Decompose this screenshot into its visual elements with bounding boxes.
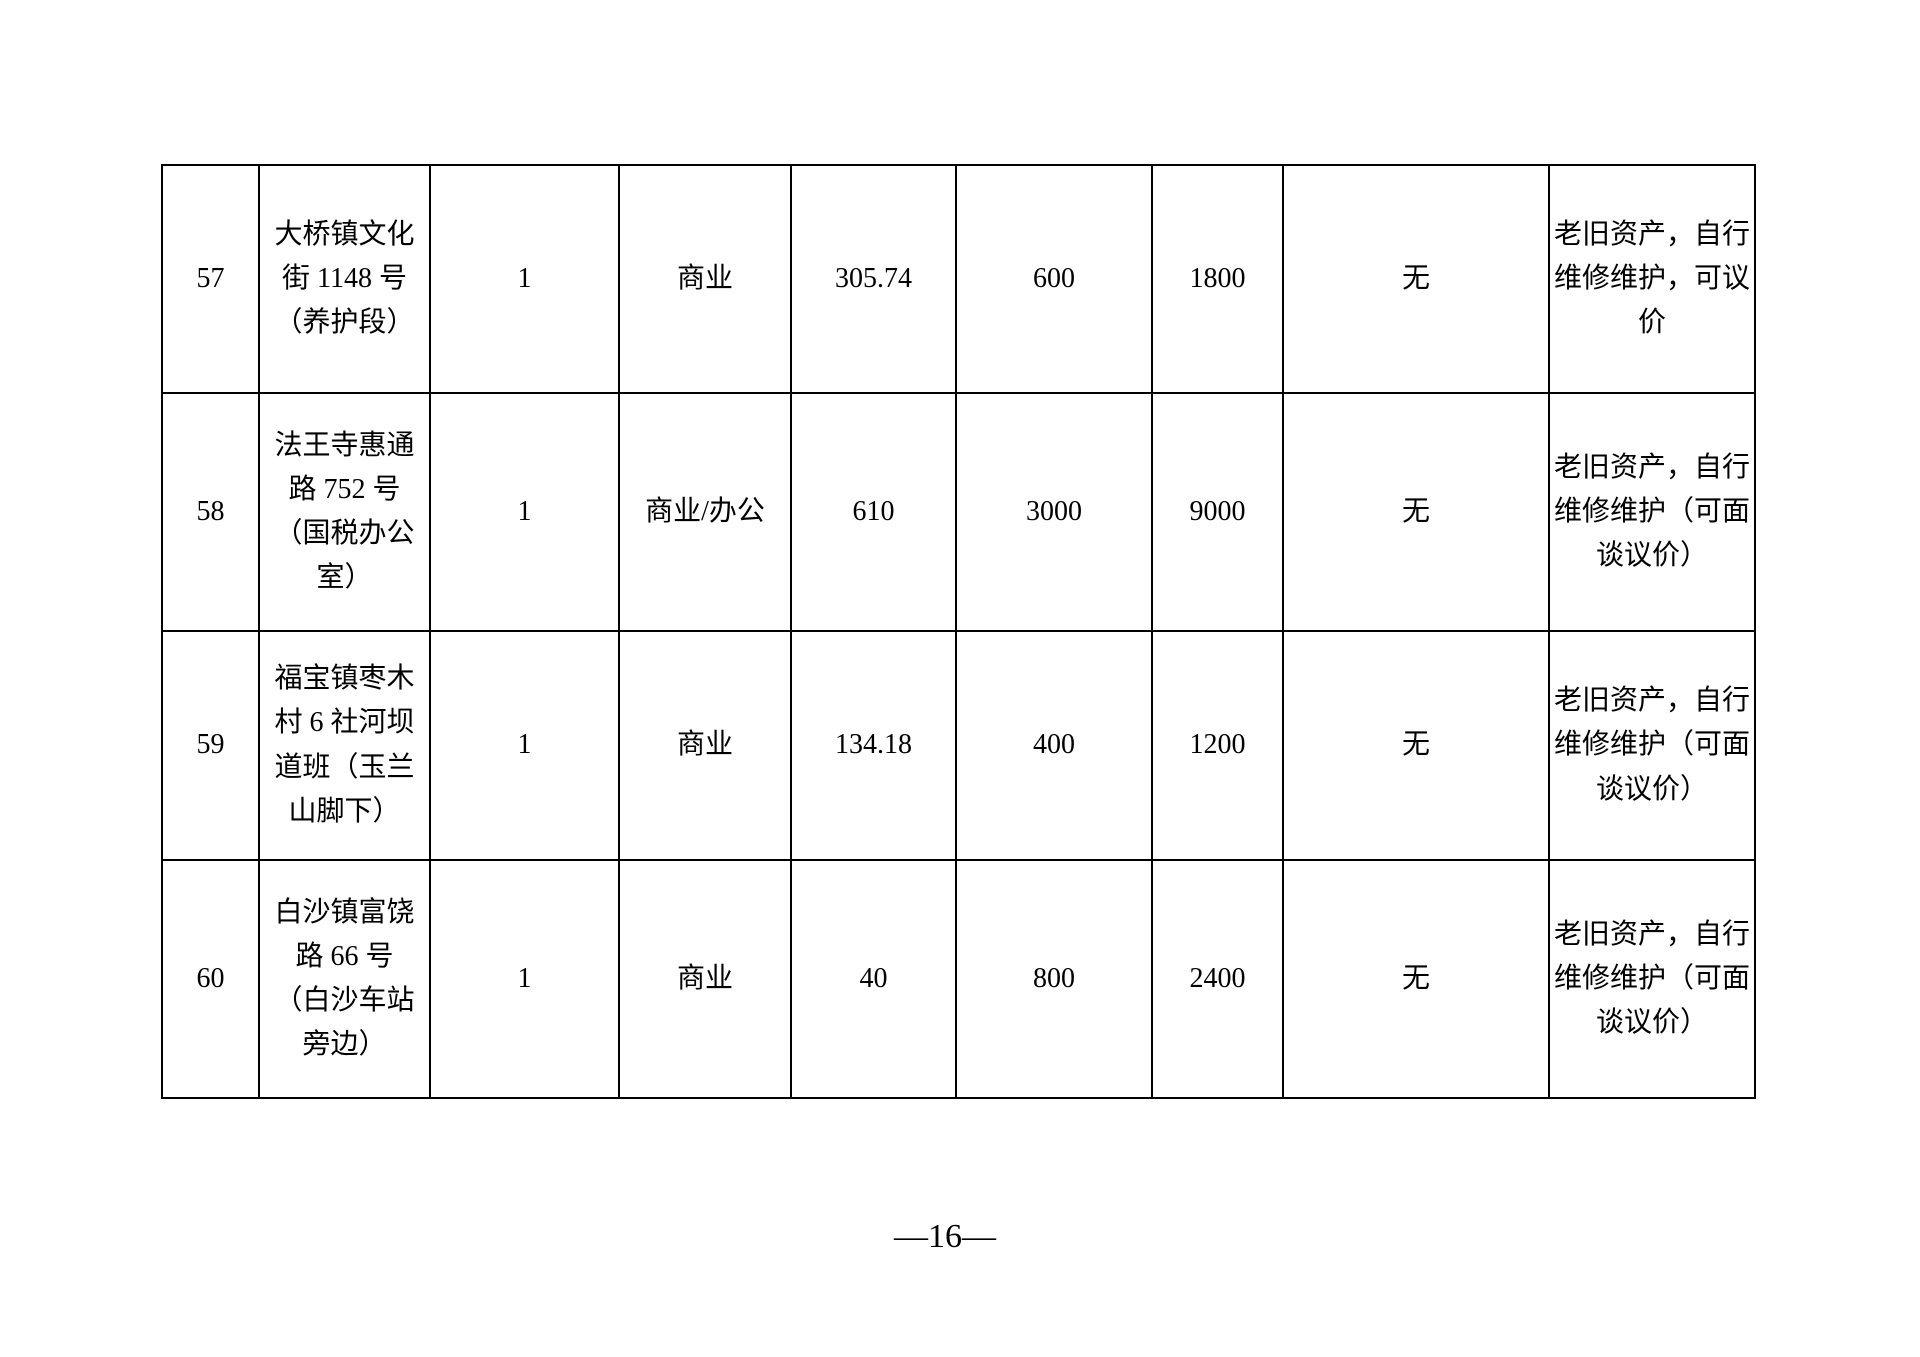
cell-usage: 商业/办公 <box>618 392 792 632</box>
cell-address: 法王寺惠通路 752 号（国税办公室） <box>258 392 431 632</box>
cell-area: 134.18 <box>790 630 957 861</box>
cell-serial-number: 58 <box>161 392 260 632</box>
cell-quantity: 1 <box>429 859 620 1099</box>
cell-other: 无 <box>1282 392 1550 632</box>
cell-serial-number: 57 <box>161 164 260 394</box>
cell-remark: 老旧资产，自行维修维护（可面谈议价） <box>1548 859 1756 1099</box>
cell-serial-number: 60 <box>161 859 260 1099</box>
asset-listing-table: 57 大桥镇文化街 1148 号（养护段） 1 商业 305.74 600 18… <box>161 164 1756 1099</box>
cell-price-annual: 2400 <box>1151 859 1284 1099</box>
cell-price-monthly: 600 <box>955 164 1153 394</box>
cell-usage: 商业 <box>618 164 792 394</box>
cell-price-monthly: 400 <box>955 630 1153 861</box>
cell-area: 305.74 <box>790 164 957 394</box>
cell-quantity: 1 <box>429 164 620 394</box>
cell-price-annual: 9000 <box>1151 392 1284 632</box>
cell-serial-number: 59 <box>161 630 260 861</box>
table-row: 59 福宝镇枣木村 6 社河坝道班（玉兰山脚下） 1 商业 134.18 400… <box>161 630 1756 861</box>
table-row: 60 白沙镇富饶路 66 号（白沙车站旁边） 1 商业 40 800 2400 … <box>161 859 1756 1099</box>
cell-remark: 老旧资产，自行维修维护（可面谈议价） <box>1548 392 1756 632</box>
cell-area: 40 <box>790 859 957 1099</box>
cell-area: 610 <box>790 392 957 632</box>
cell-other: 无 <box>1282 859 1550 1099</box>
cell-quantity: 1 <box>429 392 620 632</box>
cell-address: 大桥镇文化街 1148 号（养护段） <box>258 164 431 394</box>
cell-address: 白沙镇富饶路 66 号（白沙车站旁边） <box>258 859 431 1099</box>
cell-price-annual: 1800 <box>1151 164 1284 394</box>
cell-other: 无 <box>1282 164 1550 394</box>
cell-usage: 商业 <box>618 859 792 1099</box>
cell-price-monthly: 3000 <box>955 392 1153 632</box>
cell-other: 无 <box>1282 630 1550 861</box>
cell-price-monthly: 800 <box>955 859 1153 1099</box>
cell-price-annual: 1200 <box>1151 630 1284 861</box>
cell-remark: 老旧资产，自行维修维护，可议价 <box>1548 164 1756 394</box>
table-row: 58 法王寺惠通路 752 号（国税办公室） 1 商业/办公 610 3000 … <box>161 392 1756 632</box>
cell-quantity: 1 <box>429 630 620 861</box>
cell-address: 福宝镇枣木村 6 社河坝道班（玉兰山脚下） <box>258 630 431 861</box>
table-row: 57 大桥镇文化街 1148 号（养护段） 1 商业 305.74 600 18… <box>161 164 1756 394</box>
page-number: —16— <box>894 1218 996 1255</box>
cell-remark: 老旧资产，自行维修维护（可面谈议价） <box>1548 630 1756 861</box>
cell-usage: 商业 <box>618 630 792 861</box>
